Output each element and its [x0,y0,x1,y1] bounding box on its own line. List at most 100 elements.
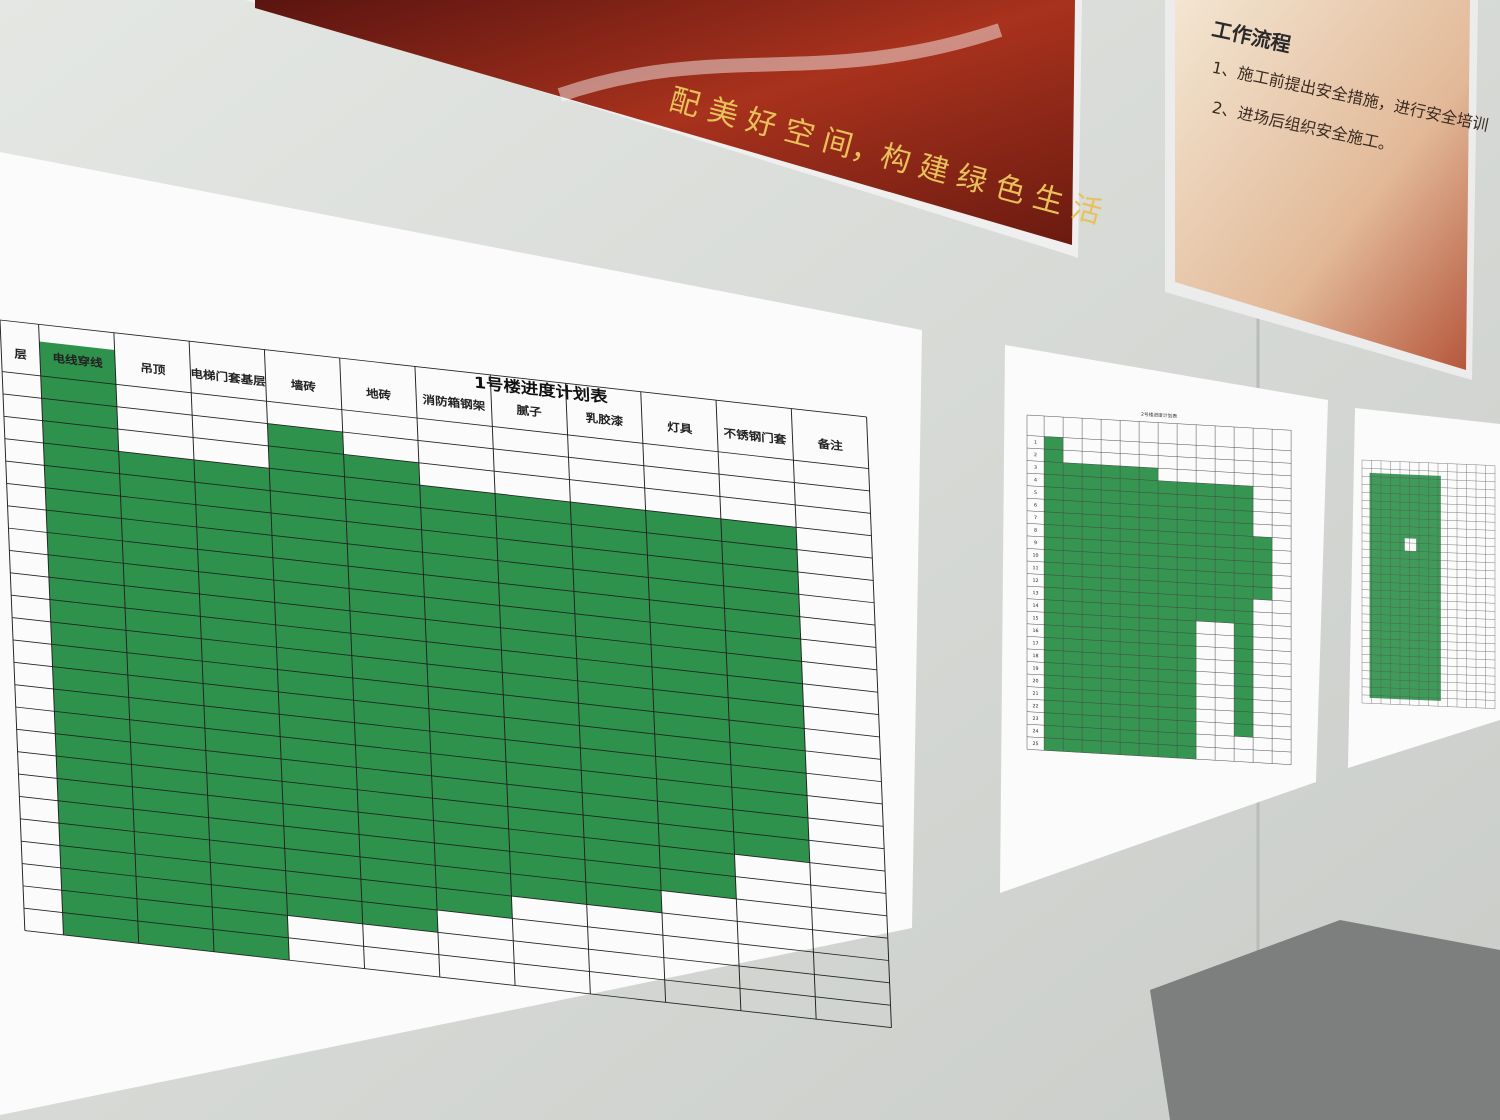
row-label: 21 [1033,691,1039,697]
row-line [1027,414,1292,431]
green-fill [419,485,513,919]
green-fill [720,518,810,863]
green-fill [1139,467,1159,757]
row-line [12,617,879,715]
row-line [1027,560,1292,577]
green-fill [1101,464,1121,755]
col-line [489,374,516,986]
column-header: 备注 [816,437,843,453]
col-line [565,383,591,994]
row-line [1027,736,1292,753]
green-fill [1253,536,1273,601]
cabinet [1150,920,1500,1120]
row-line [1027,610,1292,627]
row-label: 18 [1033,653,1039,659]
row-line [9,550,876,648]
row-line [11,594,878,693]
row-line [20,818,887,917]
row-line [17,751,885,850]
row-line [4,438,872,537]
row-line [16,728,884,827]
row-label: 4 [1034,477,1037,483]
sheet-title: 2号楼进度计划表 [1141,411,1177,420]
row-line [18,773,886,872]
green-fill [1063,462,1083,753]
green-fill [1196,482,1216,623]
row-line [1027,661,1292,677]
row-label: 6 [1034,502,1037,508]
row-line [19,796,886,894]
row-label: 5 [1034,490,1037,496]
row-label: 20 [1033,678,1039,684]
row-label: 10 [1033,553,1039,559]
sheet-3 [1361,459,1496,709]
column-header: 乳胶漆 [585,411,623,428]
sheet-1: 层电线穿线 吊顶 电梯门套基层 墙砖地砖 消防箱钢架 腻子 乳胶漆 灯具 不锈钢门套 备注1号楼进… [0,319,892,1029]
row-line [2,393,870,492]
row-line [1027,749,1292,765]
row-line [1027,510,1292,527]
row-line [1027,598,1292,615]
row-line [1027,673,1292,690]
poster-right [1175,0,1470,370]
row-line [21,840,888,939]
column-header: 腻子 [516,403,542,419]
col-line [339,357,366,969]
row-line [1027,723,1292,740]
row-line [10,572,877,671]
green-fill [1044,436,1064,752]
row-line [3,415,871,514]
row-label: 13 [1033,590,1039,596]
column-header: 吊顶 [140,361,166,377]
col-line [38,324,64,935]
paper-gap [1404,538,1417,552]
row-line [0,319,867,418]
col-line [113,332,140,944]
row-line [1027,623,1292,640]
row-line [14,684,882,783]
row-line [1027,472,1292,489]
row-label: 23 [1033,716,1039,722]
col-line [414,366,441,978]
row-line [1027,498,1292,514]
row-line [1027,535,1292,552]
green-fill [1120,465,1140,756]
row-line [23,885,890,984]
col-line [263,349,290,961]
col-line [715,400,742,1011]
column-header: 墙砖 [291,378,317,394]
row-line [13,661,881,760]
row-line [1027,460,1292,477]
col-line [640,391,667,1003]
row-line [22,863,889,961]
row-label: 16 [1033,628,1039,634]
row-line [24,930,892,1029]
row-line [15,706,883,805]
column-header: 灯具 [667,420,693,436]
row-line [8,527,876,626]
green-fill [1082,463,1102,754]
row-line [1027,698,1292,715]
row-label: 24 [1033,728,1039,734]
row-label: 8 [1034,528,1037,534]
row-label: 22 [1033,703,1039,709]
green-fill [39,341,139,944]
row-line [23,907,891,1006]
row-line [1362,459,1496,466]
row-line [7,505,875,604]
row-line [1027,573,1292,590]
row-line [1027,711,1292,728]
row-label: 1 [1034,440,1037,446]
row-label: 19 [1033,666,1039,672]
row-line [1027,648,1292,665]
green-fill [645,510,737,899]
col-line [0,319,26,931]
green-fill [1369,472,1441,701]
poster-left [255,0,1075,245]
sheet-2: 2号楼进度计划表12345678910111213141516171819202… [1026,411,1292,765]
row-label: 17 [1033,640,1039,646]
row-line [1027,447,1292,464]
row-line [5,460,873,559]
row-label: 15 [1033,615,1039,621]
